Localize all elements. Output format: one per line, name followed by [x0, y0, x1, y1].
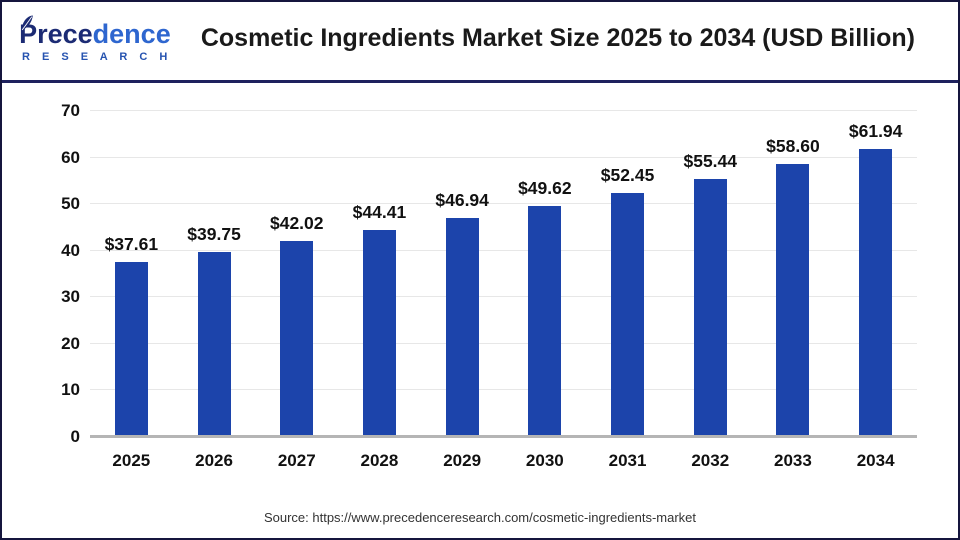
x-tick-label-2030: 2030	[525, 451, 564, 470]
bar-value-label-2033: $58.60	[766, 136, 820, 157]
y-tick-label-50: 50	[61, 194, 80, 214]
bar-value-label-2034: $61.94	[848, 120, 903, 141]
bar-2027	[280, 241, 314, 437]
bar-value-label-2031: $52.45	[600, 164, 655, 185]
bar-2031	[611, 192, 645, 437]
y-tick-label-10: 10	[61, 380, 80, 400]
precedence-research-logo: Precedence R E S E A R C H	[18, 15, 172, 63]
bar-2029	[445, 218, 479, 437]
y-tick-label-30: 30	[61, 287, 80, 307]
bar-2033	[776, 164, 810, 437]
leaf-icon	[21, 15, 33, 31]
y-tick-label-40: 40	[61, 240, 80, 260]
bar-value-label-2025: $37.61	[104, 233, 159, 254]
bar-2030	[528, 205, 562, 437]
bar-2034	[859, 148, 893, 437]
gridline-50	[90, 203, 917, 205]
logo-wordmark-part2: dence	[92, 19, 171, 49]
bar-value-label-2026: $39.75	[187, 223, 241, 244]
x-axis-line	[90, 435, 917, 438]
bar-value-label-2029: $46.94	[435, 190, 489, 211]
gridline-40	[90, 249, 917, 251]
x-tick-label-2026: 2026	[195, 451, 233, 470]
x-tick-label-2029: 2029	[443, 451, 482, 470]
logo-wordmark-part1: Prece	[19, 19, 93, 49]
bar-2032	[693, 178, 727, 437]
gridline-60	[90, 156, 917, 158]
bar-2025	[114, 261, 148, 437]
gridline-30	[90, 296, 917, 298]
x-tick-label-2027: 2027	[277, 451, 316, 470]
bar-value-label-2030: $49.62	[518, 177, 572, 198]
header: Precedence R E S E A R C H Cosmetic Ingr…	[2, 2, 958, 83]
bar-chart: $37.61 $39.75 $42.02 $44.41 $46.94 $49.62 $52.…	[2, 83, 958, 538]
plot-area: $37.61 $39.75 $42.02 $44.41 $46.94 $49.62 $52.…	[90, 110, 917, 438]
logo-subtitle: R E S E A R C H	[22, 51, 172, 63]
gridline-10	[90, 389, 917, 391]
y-tick-label-20: 20	[61, 333, 80, 353]
gridline-20	[90, 342, 917, 344]
gridline-70	[90, 110, 917, 111]
bar-value-label-2028: $44.41	[352, 202, 407, 223]
x-tick-label-2025: 2025	[112, 451, 151, 470]
x-tick-label-2032: 2032	[691, 451, 730, 470]
x-tick-label-2031: 2031	[608, 451, 647, 470]
x-tick-label-2034: 2034	[856, 451, 895, 470]
y-tick-label-0: 0	[70, 427, 80, 446]
bar-2028	[362, 230, 396, 437]
bar-value-label-2027: $42.02	[269, 213, 324, 234]
page-title: Cosmetic Ingredients Market Size 2025 to…	[200, 24, 915, 53]
source-citation: Source: https://www.precedenceresearch.c…	[263, 510, 697, 525]
y-tick-label-60: 60	[61, 147, 80, 167]
logo-wordmark: Precedence	[19, 21, 171, 48]
x-tick-label-2033: 2033	[774, 451, 812, 470]
bar-2026	[197, 251, 231, 437]
x-tick-label-2028: 2028	[360, 451, 399, 470]
bar-value-label-2032: $55.44	[683, 150, 738, 171]
y-tick-label-70: 70	[61, 101, 80, 120]
